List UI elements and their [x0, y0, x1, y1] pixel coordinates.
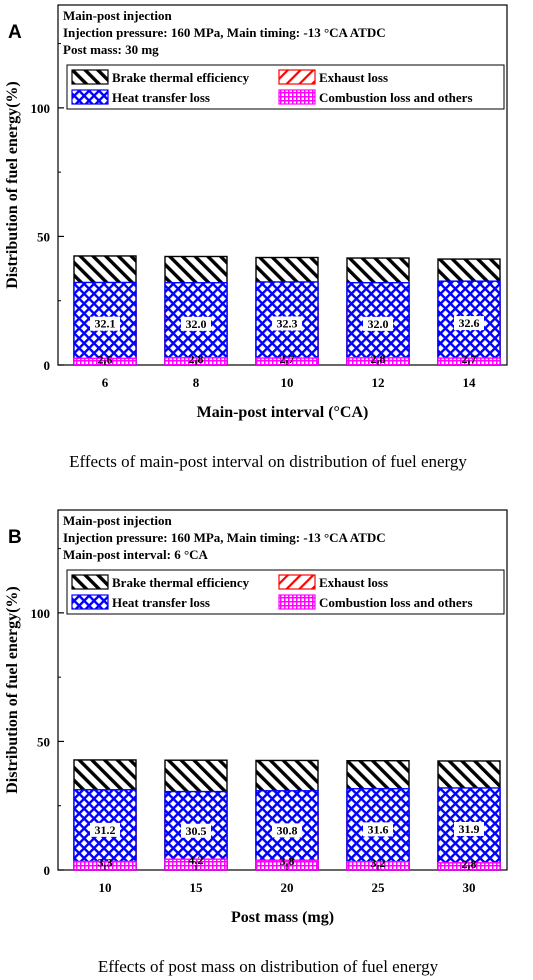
- legend-swatch-4: [278, 594, 316, 610]
- data-label-4-8: 2.8: [189, 352, 204, 366]
- x-tick-label: 6: [102, 375, 109, 390]
- data-label-bg: [454, 316, 484, 331]
- data-label-4-12: 2.8: [371, 352, 386, 366]
- x-tick-label: 10: [99, 880, 112, 895]
- legend-label-1: Brake thermal efficiency: [112, 575, 250, 590]
- chart-panel-a: A Main-post injection Injection pressure: …: [4, 4, 508, 471]
- y-tick-label: 0: [44, 358, 51, 373]
- figure-caption: Effects of post mass on distribution of …: [98, 957, 439, 976]
- y-axis: 0 50 100: [31, 43, 64, 373]
- annotation-line-1: Main-post injection: [63, 513, 172, 528]
- data-label-3-6: 32.1: [95, 317, 116, 331]
- figure-caption: Effects of main-post interval on distrib…: [69, 452, 467, 471]
- chart-panel-b: B Main-post injection Injection pressure: …: [4, 509, 508, 976]
- data-label-4-6: 2.6: [98, 352, 113, 366]
- legend-label-4: Combustion loss and others: [319, 90, 473, 105]
- legend: Brake thermal efficiency Exhaust loss Heat…: [66, 64, 505, 110]
- panel-label: A: [8, 22, 22, 43]
- legend-label-4: Combustion loss and others: [319, 595, 473, 610]
- data-label-bg: [181, 823, 211, 838]
- data-label-3-12: 32.0: [368, 317, 389, 331]
- data-label-3-10: 32.3: [277, 316, 298, 330]
- y-axis: 0 50 100: [31, 548, 64, 878]
- legend: Brake thermal efficiency Exhaust loss Heat…: [66, 569, 505, 615]
- annotation-line-2: Injection pressure: 160 MPa, Main timing…: [63, 530, 386, 545]
- x-tick-label: 14: [463, 375, 477, 390]
- legend-label-1: Brake thermal efficiency: [112, 70, 250, 85]
- data-label-4-25: 3.2: [371, 856, 386, 870]
- data-label-3-15: 30.5: [186, 824, 207, 838]
- data-label-4-14: 2.7: [462, 352, 477, 366]
- data-label-3-10: 31.2: [95, 823, 116, 837]
- x-tick-label: 30: [463, 880, 476, 895]
- data-label-bg: [272, 316, 302, 331]
- y-tick-label: 0: [44, 863, 51, 878]
- legend-label-3: Heat transfer loss: [112, 595, 210, 610]
- x-tick-label: 25: [372, 880, 386, 895]
- legend-label-2: Exhaust loss: [319, 70, 388, 85]
- legend-label-3: Heat transfer loss: [112, 90, 210, 105]
- x-tick-label: 12: [372, 375, 385, 390]
- x-axis-title: Main-post interval (°CA): [197, 404, 369, 421]
- annotation-line-3: Main-post interval: 6 °CA: [63, 547, 209, 562]
- data-label-4-15: 4.2: [189, 853, 204, 867]
- data-label-3-8: 32.0: [186, 317, 207, 331]
- x-tick-label: 10: [281, 375, 294, 390]
- x-axis-title: Post mass (mg): [231, 909, 334, 926]
- annotation-line-2: Injection pressure: 160 MPa, Main timing…: [63, 25, 386, 40]
- legend-swatch-2: [278, 69, 316, 85]
- y-axis-title: Distribution of fuel energy(%): [4, 81, 21, 289]
- data-label-bg: [363, 822, 393, 837]
- y-axis-title: Distribution of fuel energy(%): [4, 586, 21, 794]
- data-label-bg: [272, 823, 302, 838]
- data-label-3-30: 31.9: [459, 822, 480, 836]
- data-label-bg: [363, 316, 393, 331]
- x-tick-label: 15: [190, 880, 204, 895]
- legend-swatch-3: [71, 594, 109, 610]
- data-label-4-20: 3.8: [280, 854, 295, 868]
- legend-swatch-3: [71, 89, 109, 105]
- bars: 42.822.831.23.342.722.630.54.242.622.830…: [73, 759, 501, 871]
- data-label-3-20: 30.8: [277, 823, 298, 837]
- y-tick-label: 50: [37, 229, 50, 244]
- legend-swatch-1: [71, 574, 109, 590]
- data-label-bg: [454, 821, 484, 836]
- x-tick-label: 20: [281, 880, 294, 895]
- data-label-bg: [181, 316, 211, 331]
- data-label-bg: [90, 822, 120, 837]
- data-label-3-25: 31.6: [368, 822, 389, 836]
- legend-swatch-4: [278, 89, 316, 105]
- annotation-line-3: Post mass: 30 mg: [63, 42, 159, 57]
- y-tick-label: 100: [31, 606, 51, 621]
- legend-label-2: Exhaust loss: [319, 575, 388, 590]
- panel-label: B: [8, 527, 22, 548]
- bars: 42.422.932.12.642.223.032.02.841.823.232…: [73, 255, 501, 366]
- y-tick-label: 50: [37, 734, 50, 749]
- annotation-line-1: Main-post injection: [63, 8, 172, 23]
- data-label-3-14: 32.6: [459, 316, 480, 330]
- legend-swatch-1: [71, 69, 109, 85]
- data-label-4-30: 2.8: [462, 857, 477, 871]
- data-label-4-10: 3.3: [98, 856, 113, 870]
- x-tick-label: 8: [193, 375, 200, 390]
- legend-swatch-2: [278, 574, 316, 590]
- y-tick-label: 100: [31, 101, 51, 116]
- data-label-bg: [90, 316, 120, 331]
- data-label-4-10: 2.7: [280, 352, 295, 366]
